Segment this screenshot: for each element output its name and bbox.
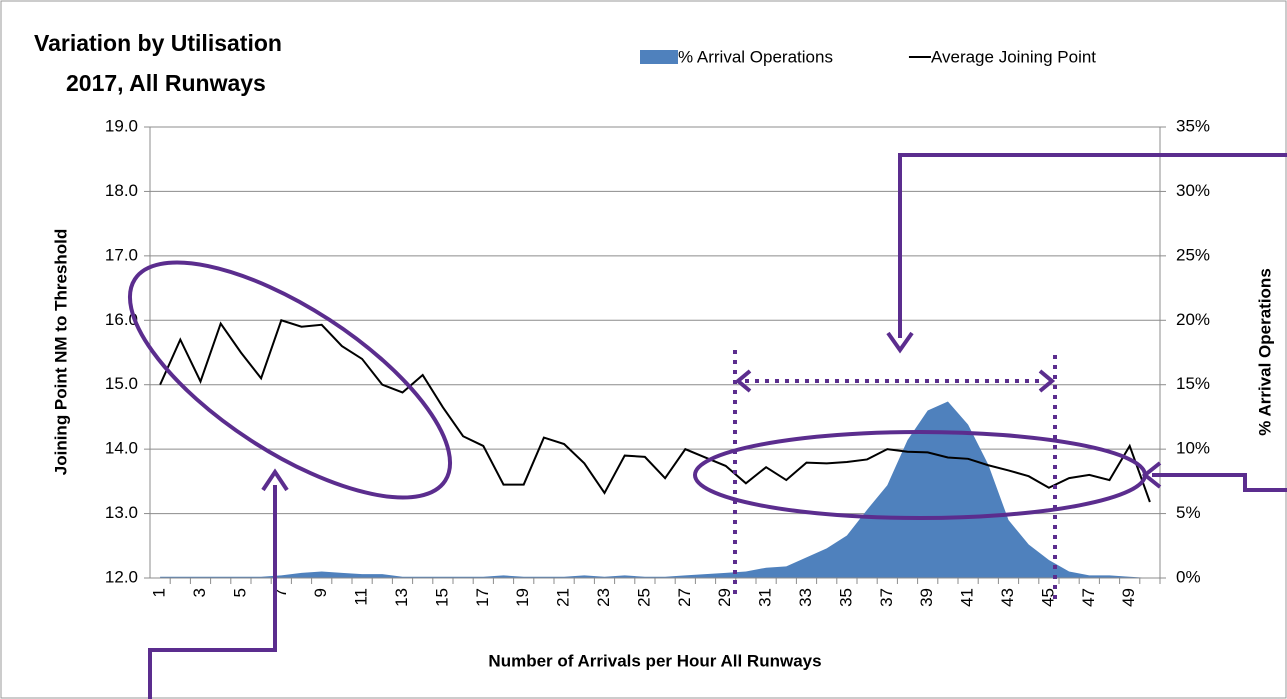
y2-tick-label: 5% [1176,503,1201,522]
y2-tick-label: 20% [1176,310,1210,329]
y-tick-label: 17.0 [105,245,138,264]
y-tick-label: 13.0 [105,503,138,522]
x-tick-label: 31 [756,588,775,607]
y-tick-label: 19.0 [105,116,138,135]
annotation-arrow [898,153,1287,338]
x-tick-label: 49 [1119,588,1138,607]
y2-axis-title: % Arrival Operations [1255,268,1274,436]
plot-area: 12.0 13.0 14.0 15.0 16.0 17.0 18.0 19.0 0% 5% 10% 1… [105,47,1210,606]
legend-label: % Arrival Operations [678,47,833,66]
x-axis-title: Number of Arrivals per Hour All Runways [488,651,821,670]
y-tick-label: 14.0 [105,439,138,458]
legend-label: Average Joining Point [931,47,1096,66]
x-tick-label: 21 [554,588,573,607]
annotation-arrow [1152,473,1287,492]
x-tick-label: 29 [715,588,734,607]
y-axis-title: Joining Point NM to Threshold [51,229,70,475]
chart-title: Variation by Utilisation [34,30,282,56]
x-tick-label: 25 [634,588,653,607]
y2-tick-label: 35% [1176,116,1210,135]
x-tick-label: 1 [150,588,169,597]
x-tick-label: 33 [796,588,815,607]
arrow-head [886,331,914,354]
y2-tick-label: 15% [1176,374,1210,393]
annotations [127,153,1287,699]
x-tick-label: 5 [230,588,249,597]
x-tick-label: 45 [1038,588,1057,607]
legend-swatch [640,50,678,64]
x-tick-label: 7 [271,588,290,597]
y-tick-label: 16.0 [105,310,138,329]
y2-tick-label: 0% [1176,567,1201,586]
x-tick-label: 37 [877,588,896,607]
line [159,319,1151,503]
arrow-head [261,468,289,492]
x-tick-label: 3 [190,588,209,597]
x-tick-label: 19 [513,588,532,607]
y-tick-label: 18.0 [105,181,138,200]
x-tick-label: 47 [1079,588,1098,607]
area [160,401,1150,578]
x-tick-label: 9 [311,588,330,597]
x-tick-label: 41 [958,588,977,607]
y-tick-label: 15.0 [105,374,138,393]
x-tick-label: 43 [998,588,1017,607]
x-tick-label: 39 [917,588,936,607]
arrow-head [1141,461,1162,489]
x-tick-label: 27 [675,588,694,607]
y-tick-label: 12.0 [105,567,138,586]
x-tick-label: 23 [594,588,613,607]
x-tick-label: 35 [836,588,855,607]
arrow-head [734,369,1056,393]
x-tick-label: 13 [392,588,411,607]
chart-subtitle: 2017, All Runways [66,70,266,96]
x-tick-label: 15 [432,588,451,607]
x-tick-label: 17 [473,588,492,607]
x-tick-label: 11 [352,588,371,606]
y2-tick-label: 10% [1176,439,1210,458]
y2-tick-label: 25% [1176,245,1210,264]
y2-tick-label: 30% [1176,181,1210,200]
annotation-arrow [148,485,277,699]
annotation-ellipse [127,260,453,500]
